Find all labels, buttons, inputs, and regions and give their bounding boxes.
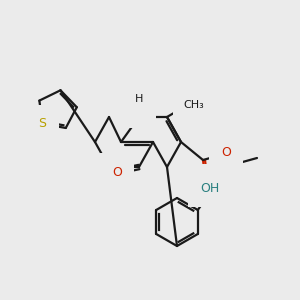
Text: O: O [202, 176, 212, 190]
Text: O: O [221, 146, 231, 160]
Text: N: N [134, 103, 144, 116]
Text: S: S [39, 117, 46, 130]
Text: H: H [135, 94, 143, 104]
Text: O: O [112, 166, 122, 178]
Text: CH₃: CH₃ [184, 100, 204, 110]
Text: OH: OH [200, 182, 219, 194]
